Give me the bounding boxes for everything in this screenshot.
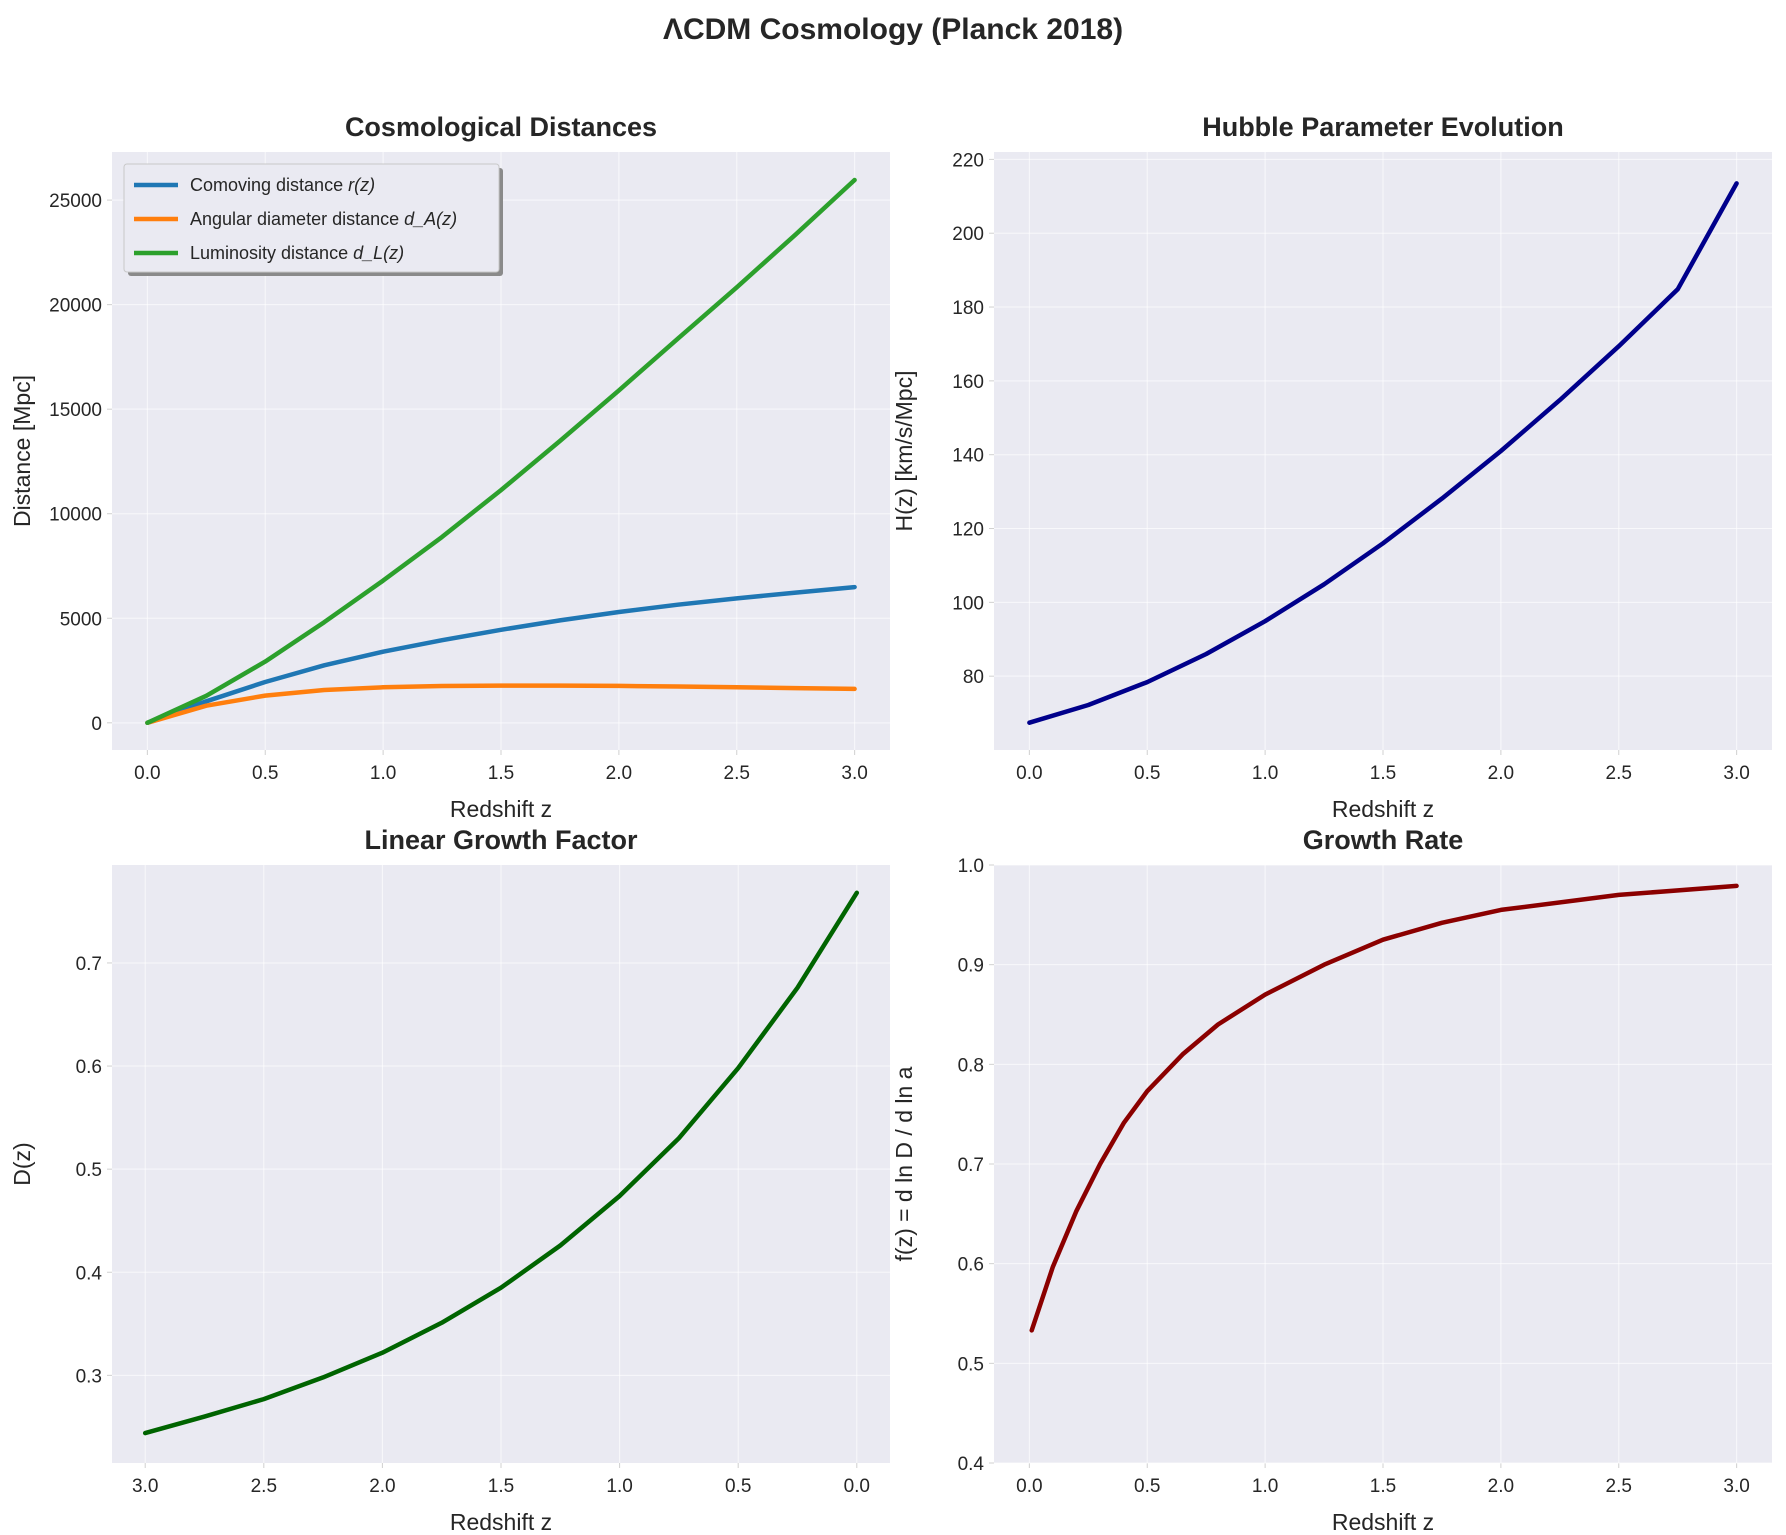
y-tick-label: 15000 [49, 400, 102, 421]
y-tick-label: 80 [963, 667, 984, 688]
x-tick-label: 1.0 [1252, 763, 1278, 784]
panel-title: Hubble Parameter Evolution [1202, 112, 1564, 142]
legend: Comoving distance r(z) Angular diameter d… [123, 163, 503, 276]
y-tick-label: 160 [952, 372, 984, 393]
x-tick-label: 0.0 [1016, 1476, 1042, 1497]
x-tick-label: 0.5 [252, 763, 278, 784]
y-tick-label: 220 [952, 150, 984, 171]
x-tick-label: 1.5 [488, 763, 514, 784]
x-tick-label: 2.5 [1606, 1476, 1632, 1497]
legend-label-text: Comoving distance [190, 175, 348, 195]
y-tick-label: 0 [91, 714, 102, 735]
y-tick-label: 140 [952, 446, 984, 467]
y-tick-label: 0.8 [958, 1055, 984, 1076]
series-line-hubble-0 [1027, 181, 1739, 725]
x-tick-label: 3.0 [841, 763, 867, 784]
x-tick-label: 2.5 [724, 763, 750, 784]
legend-label-2: Luminosity distance d_L(z) [190, 243, 404, 263]
legend-label-variable: d_L(z) [353, 243, 404, 263]
y-tick-label: 0.4 [958, 1454, 985, 1475]
panel-title: Linear Growth Factor [364, 825, 638, 855]
legend-label-text: Luminosity distance [190, 243, 353, 263]
series-line-distances-0 [145, 584, 857, 726]
y-tick-label: 25000 [49, 191, 102, 212]
legend-label-variable: r(z) [348, 175, 375, 195]
panel-title: Cosmological Distances [345, 112, 657, 142]
y-tick-label: 200 [952, 224, 984, 245]
x-tick-label: 1.5 [1370, 763, 1396, 784]
x-tick-label: 0.0 [1016, 763, 1042, 784]
y-axis-label: D(z) [9, 1142, 35, 1185]
x-tick-label: 0.5 [1134, 1476, 1160, 1497]
x-tick-label: 0.5 [1134, 763, 1160, 784]
legend-box [123, 163, 500, 273]
y-tick-label: 0.5 [958, 1354, 984, 1375]
x-tick-label: 1.0 [1252, 1476, 1278, 1497]
x-tick-label: 0.0 [134, 763, 160, 784]
x-tick-label: 3.0 [132, 1476, 158, 1497]
y-tick-label: 0.7 [958, 1155, 984, 1176]
series-line-growth_rate-0 [1029, 883, 1739, 1333]
y-tick-label: 100 [952, 593, 984, 614]
y-tick-label: 120 [952, 520, 984, 541]
x-axis-label: Redshift z [450, 1509, 552, 1535]
x-tick-label: 3.0 [1723, 763, 1749, 784]
series-line-growth_factor-0 [142, 890, 860, 1436]
panel-distances: 0.0 0.5 1.0 1.5 2.0 2.5 3.0 0 5000 10000 15000 2000… [9, 112, 890, 822]
x-tick-label: 2.0 [369, 1476, 395, 1497]
y-tick-label: 0.4 [76, 1263, 103, 1284]
x-tick-label: 3.0 [1723, 1476, 1749, 1497]
panel-hubble: 0.0 0.5 1.0 1.5 2.0 2.5 3.0 80 100 120 140 160 180 20… [891, 112, 1772, 822]
legend-label-variable: d_A(z) [404, 209, 457, 229]
x-tick-label: 2.0 [606, 763, 632, 784]
series-line-distances-1 [145, 683, 857, 726]
y-tick-label: 0.6 [958, 1255, 984, 1276]
y-tick-label: 20000 [49, 296, 102, 317]
y-tick-label: 0.7 [76, 954, 102, 975]
x-tick-label: 2.5 [251, 1476, 277, 1497]
x-tick-label: 1.0 [606, 1476, 632, 1497]
x-tick-label: 1.5 [1370, 1476, 1396, 1497]
y-tick-label: 1.0 [958, 856, 984, 877]
legend-label-0: Comoving distance r(z) [190, 175, 375, 195]
x-axis-label: Redshift z [1332, 796, 1434, 822]
y-tick-label: 0.9 [958, 956, 984, 977]
y-axis-label: H(z) [km/s/Mpc] [891, 371, 917, 532]
x-tick-label: 0.5 [725, 1476, 751, 1497]
y-tick-label: 0.6 [76, 1057, 102, 1078]
x-tick-label: 2.0 [1488, 1476, 1514, 1497]
x-tick-label: 1.0 [370, 763, 396, 784]
y-axis-label: f(z) = d ln D / d ln a [891, 1066, 917, 1261]
y-tick-label: 180 [952, 298, 984, 319]
panel-growth_factor: 3.0 2.5 2.0 1.5 1.0 0.5 0.0 0.3 0.4 0.5 0.6 0.7 Line… [9, 825, 890, 1535]
panel-title: Growth Rate [1303, 825, 1464, 855]
series-line-distances-2 [145, 177, 857, 726]
y-tick-label: 0.3 [76, 1366, 102, 1387]
x-tick-label: 0.0 [844, 1476, 870, 1497]
y-axis-label: Distance [Mpc] [9, 375, 35, 527]
legend-label-1: Angular diameter distance d_A(z) [190, 209, 457, 229]
figure-title: ΛCDM Cosmology (Planck 2018) [663, 13, 1123, 46]
panel-growth_rate: 0.0 0.5 1.0 1.5 2.0 2.5 3.0 0.4 0.5 0.6 0.7 0.8 0.9 1… [891, 825, 1772, 1535]
x-axis-label: Redshift z [1332, 1509, 1434, 1535]
y-tick-label: 5000 [60, 609, 102, 630]
y-tick-label: 10000 [49, 505, 102, 526]
x-tick-label: 1.5 [488, 1476, 514, 1497]
legend-label-text: Angular diameter distance [190, 209, 404, 229]
x-tick-label: 2.0 [1488, 763, 1514, 784]
y-tick-label: 0.5 [76, 1160, 102, 1181]
x-tick-label: 2.5 [1606, 763, 1632, 784]
x-axis-label: Redshift z [450, 796, 552, 822]
